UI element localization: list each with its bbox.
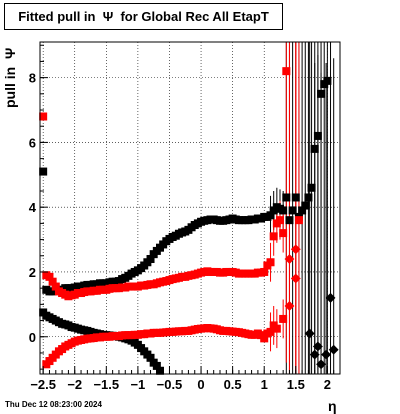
- data-point: [276, 216, 284, 225]
- data-point: [285, 216, 294, 225]
- axis-ticks: −2.5 −2 −1.5 −1 −0.5 0 0.5 1 1.5 2 0 2 4 6 8: [29, 44, 335, 392]
- data-point: [146, 353, 155, 362]
- x-tick-label: 2: [324, 377, 331, 392]
- data-point: [304, 193, 313, 202]
- data-point: [284, 301, 295, 311]
- data-point: [146, 255, 155, 264]
- data-point: [266, 258, 275, 267]
- plot-frame: [39, 41, 341, 375]
- x-tick-label: 1: [261, 377, 268, 392]
- data-point: [304, 328, 315, 339]
- data-point: [290, 244, 301, 255]
- data-point: [269, 232, 278, 241]
- data-point: [279, 314, 288, 323]
- data-point: [328, 344, 339, 355]
- data-point: [282, 193, 291, 202]
- data-point: [266, 327, 275, 336]
- x-tick-label: −1.5: [93, 377, 119, 392]
- data-point: [156, 366, 164, 375]
- x-tick-label: −0.5: [157, 377, 183, 392]
- data-point: [312, 341, 323, 352]
- data-point: [45, 272, 54, 281]
- data-point: [294, 216, 303, 225]
- data-point: [298, 206, 307, 215]
- x-tick-label: −2: [67, 377, 82, 392]
- data-point: [260, 267, 269, 276]
- data-point: [317, 89, 326, 98]
- data-point: [290, 273, 301, 284]
- chart-title: Fitted pull in Ψ for Global Rec All Etap…: [4, 3, 283, 30]
- data-point: [316, 359, 327, 370]
- y-tick-label: 4: [29, 200, 37, 215]
- data-point: [291, 193, 300, 202]
- data-point: [266, 211, 275, 220]
- data-point: [288, 206, 297, 215]
- data-point: [279, 206, 288, 215]
- x-tick-label: 0: [197, 377, 204, 392]
- y-tick-label: 6: [29, 135, 36, 150]
- y-tick-label: 8: [29, 71, 36, 86]
- data-point: [321, 349, 332, 360]
- data-point: [313, 131, 322, 140]
- data-point: [284, 254, 295, 264]
- data-point: [310, 144, 319, 153]
- y-tick-label: 2: [29, 265, 36, 280]
- data-point: [307, 183, 316, 192]
- x-tick-label: 0.5: [224, 377, 242, 392]
- x-tick-label: −1: [130, 377, 145, 392]
- data-point: [260, 334, 269, 343]
- data-point: [39, 112, 48, 121]
- timestamp: Thu Dec 12 08:23:00 2024: [5, 400, 102, 409]
- data-points: [39, 67, 339, 375]
- y-tick-label: 0: [29, 330, 36, 345]
- data-point: [48, 277, 57, 286]
- data-point: [282, 67, 291, 76]
- data-point: [323, 76, 332, 85]
- data-point: [325, 292, 336, 303]
- x-axis-label: η: [328, 398, 337, 414]
- data-point: [301, 201, 310, 210]
- data-point: [309, 349, 320, 360]
- x-tick-label: −2.5: [30, 377, 56, 392]
- data-point: [272, 324, 281, 333]
- data-point: [39, 167, 48, 176]
- data-point: [152, 361, 161, 370]
- data-point: [279, 229, 288, 238]
- data-point: [51, 282, 60, 291]
- x-tick-label: 1.5: [287, 377, 305, 392]
